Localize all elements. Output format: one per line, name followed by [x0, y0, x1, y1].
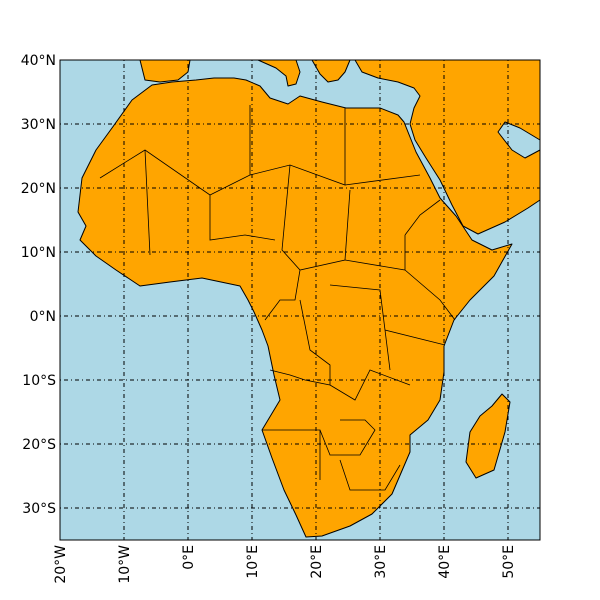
longitude-label: 10°W [117, 545, 133, 584]
latitude-label: 20°S [22, 437, 56, 453]
country-borders [99, 105, 456, 491]
latitude-label: 10°N [21, 245, 56, 261]
latitude-label: 10°S [22, 373, 56, 389]
longitude-label: 20°W [53, 545, 69, 584]
latitude-label: 30°S [22, 501, 56, 517]
latitude-label: 30°N [21, 117, 56, 133]
longitude-label: 0°E [181, 545, 197, 570]
latitude-label: 0°N [30, 309, 56, 325]
landmasses [77, 59, 541, 538]
axis-labels: 40°N 30°N 20°N 10°N 0°N 10°S 20°S 30°S 20°W 10°W 0… [21, 53, 517, 584]
longitude-label: 20°E [309, 545, 325, 579]
longitude-label: 10°E [245, 545, 261, 579]
longitude-label: 50°E [501, 545, 517, 579]
middle-east [354, 59, 541, 235]
africa [77, 77, 513, 538]
map-frame [59, 59, 541, 541]
europe-italy [257, 59, 301, 87]
latitude-label: 40°N [21, 53, 56, 69]
latitude-label: 20°N [21, 181, 56, 197]
longitude-label: 30°E [373, 545, 389, 579]
longitude-label: 40°E [437, 545, 453, 579]
